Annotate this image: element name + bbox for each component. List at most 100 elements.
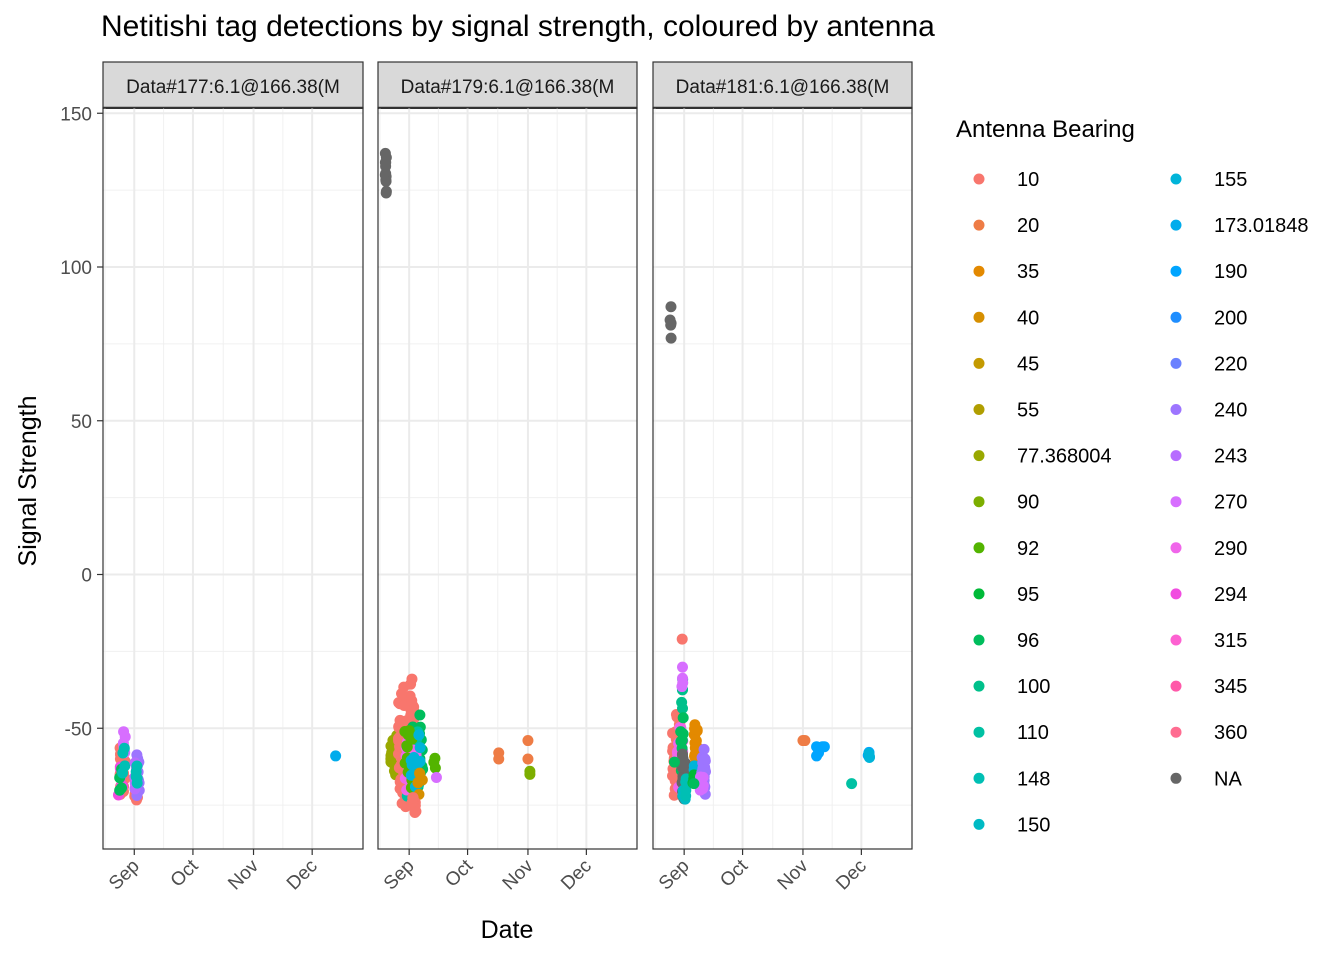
- legend-label: 270: [1214, 492, 1247, 514]
- x-tick-label: Sep: [105, 856, 144, 895]
- legend-label: 150: [1017, 814, 1050, 836]
- grid-lines: [378, 108, 637, 849]
- x-tick-label: Oct: [167, 855, 203, 891]
- data-point: [677, 712, 689, 724]
- legend-key: [1170, 726, 1182, 738]
- data-point: [689, 723, 701, 735]
- legend-label: 315: [1214, 630, 1247, 652]
- legend-key: [973, 726, 985, 738]
- legend-key: [1170, 588, 1182, 600]
- legend-label: 240: [1214, 400, 1247, 422]
- facet-panel: Data#177:6.1@166.38(M Sep Oct Nov Dec: [102, 61, 364, 895]
- legend-key: [973, 357, 985, 369]
- legend-key: [973, 772, 985, 784]
- legend-label: 96: [1017, 630, 1039, 652]
- legend-item: 35: [973, 261, 1039, 283]
- x-tick-label: Nov: [774, 855, 813, 894]
- x-tick-label: Nov: [499, 855, 538, 894]
- facet-strip-label: Data#177:6.1@166.38(M: [126, 77, 340, 98]
- legend-item: 100: [973, 676, 1050, 698]
- legend-label: 155: [1214, 169, 1247, 191]
- legend-key: [973, 818, 985, 830]
- legend-item: 92: [973, 538, 1039, 560]
- data-point: [688, 778, 700, 790]
- facet-strip-label: Data#181:6.1@166.38(M: [676, 77, 890, 98]
- data-point: [522, 735, 534, 747]
- legend-label: 35: [1017, 261, 1039, 283]
- legend-key: [1170, 680, 1182, 692]
- data-point: [414, 756, 426, 768]
- data-point: [665, 332, 677, 344]
- legend-key: [973, 311, 985, 323]
- data-point: [846, 778, 858, 790]
- legend-key: [1170, 265, 1182, 277]
- legend-item: 220: [1170, 353, 1247, 375]
- legend-key: [1170, 542, 1182, 554]
- data-point: [677, 677, 689, 689]
- legend-key: [1170, 772, 1182, 784]
- legend-label: 173.01848: [1214, 215, 1309, 237]
- data-point: [493, 753, 505, 765]
- legend-label: 45: [1017, 353, 1039, 375]
- legend-key: [973, 404, 985, 415]
- x-tick-label: Oct: [716, 855, 752, 891]
- legend-item: 294: [1170, 584, 1247, 606]
- y-tick-label: 50: [71, 412, 92, 433]
- data-point: [414, 768, 426, 780]
- data-point: [396, 688, 408, 700]
- legend-key: [973, 450, 985, 462]
- legend-item: 45: [973, 353, 1039, 375]
- legend-item: 243: [1170, 446, 1247, 468]
- legend-item: 20: [973, 215, 1039, 237]
- panel-background: [103, 109, 363, 849]
- legend-item: 270: [1170, 492, 1247, 514]
- legend-label: 200: [1214, 307, 1247, 329]
- legend-item: 148: [973, 768, 1050, 790]
- data-point: [698, 743, 710, 755]
- legend-key: [1170, 357, 1182, 369]
- legend-key: [1170, 634, 1182, 646]
- legend-item: 90: [973, 492, 1039, 514]
- legend-item: 10: [973, 169, 1039, 191]
- data-point: [690, 744, 702, 756]
- legend-key: [1170, 173, 1182, 185]
- legend-item: 110: [973, 722, 1049, 744]
- data-point: [413, 729, 425, 741]
- data-point: [699, 753, 711, 765]
- legend-item: 200: [1170, 307, 1247, 329]
- data-points: [112, 726, 342, 806]
- legend-item: 95: [973, 584, 1039, 606]
- legend-key: [973, 542, 985, 554]
- data-point: [116, 782, 128, 794]
- data-point: [668, 756, 680, 768]
- legend-item: 55: [973, 400, 1039, 422]
- legend-key: [973, 265, 985, 277]
- facet-strip: [652, 61, 913, 109]
- legend-label: 243: [1214, 446, 1247, 468]
- legend-key: [1170, 496, 1182, 508]
- legend-item: 155: [1170, 169, 1247, 191]
- data-point: [380, 187, 392, 199]
- legend-key: [973, 219, 985, 231]
- data-point: [799, 735, 811, 747]
- legend-label: NA: [1214, 768, 1242, 790]
- legend-key: [973, 173, 985, 185]
- data-point: [393, 735, 405, 747]
- x-axis-label: Date: [481, 916, 534, 944]
- legend-item: 77.368004: [973, 446, 1112, 468]
- legend-label: 100: [1017, 676, 1050, 698]
- data-point: [406, 695, 418, 707]
- data-point: [524, 768, 536, 780]
- legend-key: [973, 634, 985, 646]
- legend-label: 40: [1017, 307, 1039, 329]
- x-tick-label: Dec: [832, 856, 871, 895]
- legend-label: 148: [1017, 768, 1050, 790]
- legend-key: [973, 588, 985, 600]
- legend-label: 294: [1214, 584, 1247, 606]
- legend: Antenna Bearing 10 20 35 40 45 55 77.368004 90 9…: [956, 116, 1309, 836]
- data-points: [379, 147, 536, 818]
- data-point: [665, 301, 677, 313]
- data-point: [119, 760, 131, 772]
- data-point: [379, 157, 391, 169]
